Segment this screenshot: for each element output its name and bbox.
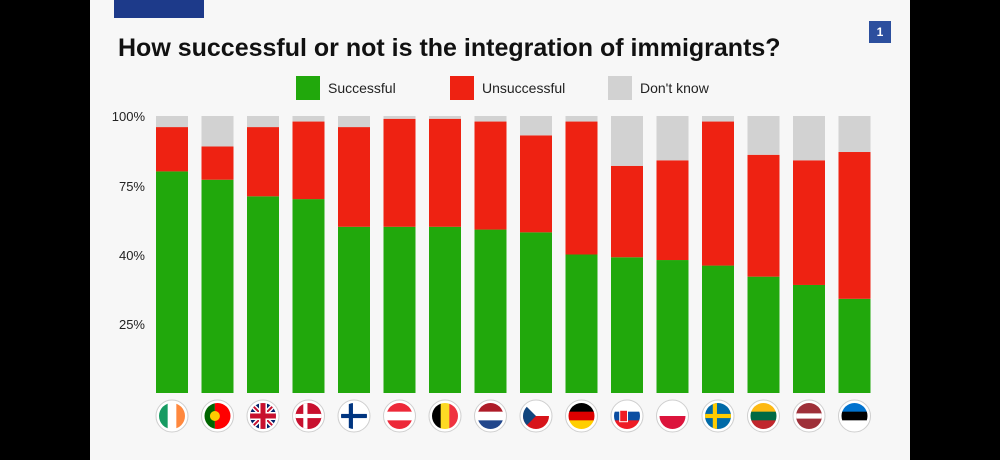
bar-segment-dont-know: [702, 116, 734, 122]
bar-segment-dont-know: [383, 116, 416, 119]
chart-title: How successful or not is the integration…: [118, 34, 781, 62]
top-banner: [114, 0, 204, 18]
bar-segment-dont-know: [520, 116, 552, 136]
bar-segment-successful: [429, 226, 461, 393]
bar-segment-dont-know: [793, 116, 825, 161]
flag-denmark-icon: [292, 399, 325, 433]
bar-segment-dont-know: [338, 116, 370, 128]
bar-segment-unsuccessful: [793, 160, 825, 285]
y-tick-label: 100%: [112, 109, 146, 124]
bar-segment-successful: [747, 276, 780, 393]
bar-segment-successful: [838, 298, 871, 393]
flag-austria-icon: [383, 399, 416, 433]
flag-latvia-icon: [792, 399, 826, 433]
bar-segment-unsuccessful: [383, 118, 416, 227]
bar-segment-unsuccessful: [611, 165, 643, 258]
flag-slovakia-icon: [610, 399, 644, 433]
flag-ireland-icon: [155, 399, 189, 433]
legend-label-dont-know: Don't know: [640, 80, 709, 96]
bar-segment-unsuccessful: [702, 121, 734, 266]
y-tick-label: 25%: [119, 317, 145, 332]
bar-segment-unsuccessful: [520, 135, 552, 233]
y-tick-label: 40%: [119, 248, 145, 263]
bar-segment-dont-know: [247, 116, 279, 128]
bar-segment-dont-know: [838, 116, 871, 153]
bar-segment-unsuccessful: [747, 154, 780, 277]
bar-segment-unsuccessful: [838, 152, 871, 299]
legend-label-unsuccessful: Unsuccessful: [482, 80, 566, 96]
bar-segment-successful: [338, 226, 370, 393]
flag-lithuania-icon: [747, 399, 780, 433]
bar-segment-unsuccessful: [292, 121, 325, 200]
legend-swatch-successful: [296, 76, 320, 100]
bar-segment-successful: [201, 179, 234, 393]
bar-segment-successful: [292, 199, 325, 393]
legend-item-successful: Successful: [296, 76, 396, 100]
flag-netherlands-icon: [474, 399, 507, 433]
legend-item-unsuccessful: Unsuccessful: [450, 76, 565, 100]
bar-segment-unsuccessful: [338, 127, 370, 227]
bar-segment-dont-know: [429, 116, 461, 119]
bar-segment-unsuccessful: [429, 118, 461, 227]
bar-segment-dont-know: [565, 116, 598, 122]
bar-segment-successful: [247, 196, 279, 393]
legend-label-successful: Successful: [328, 80, 396, 96]
bar-segment-unsuccessful: [156, 127, 188, 172]
flag-belgium-icon: [428, 399, 462, 433]
page-number-badge: 1: [869, 21, 891, 43]
legend-swatch-dont-know: [608, 76, 632, 100]
bar-segment-unsuccessful: [474, 121, 507, 230]
bar-segment-successful: [565, 254, 598, 393]
flag-germany-icon: [565, 399, 598, 433]
bar-segment-successful: [520, 232, 552, 393]
bar-segment-successful: [611, 257, 643, 393]
flag-sweden-icon: [701, 399, 735, 433]
legend-swatch-unsuccessful: [450, 76, 474, 100]
bar-segment-dont-know: [611, 116, 643, 166]
bar-segment-dont-know: [656, 116, 689, 161]
bar-segment-successful: [474, 229, 507, 393]
bar-segment-successful: [383, 226, 416, 393]
flag-portugal-icon: [201, 399, 234, 433]
flag-estonia-icon: [838, 399, 871, 433]
bar-segment-dont-know: [474, 116, 507, 122]
bar-segment-unsuccessful: [201, 146, 234, 180]
bar-segment-dont-know: [156, 116, 188, 128]
bar-segment-successful: [656, 260, 689, 393]
bar-segment-dont-know: [292, 116, 325, 122]
bar-segment-successful: [702, 265, 734, 393]
flag-uk-icon: [246, 399, 280, 433]
flag-poland-icon: [656, 399, 689, 433]
y-tick-label: 75%: [119, 179, 145, 194]
bar-segment-dont-know: [747, 116, 780, 155]
legend-item-dont-know: Don't know: [608, 76, 709, 100]
bar-segment-unsuccessful: [656, 160, 689, 261]
flag-finland-icon: [337, 399, 371, 433]
bar-segment-unsuccessful: [247, 127, 279, 197]
bar-segment-successful: [793, 284, 825, 393]
bar-segment-unsuccessful: [565, 121, 598, 255]
bar-segment-dont-know: [201, 116, 234, 147]
bar-segment-successful: [156, 171, 188, 393]
flag-czechia-icon: [519, 399, 553, 433]
